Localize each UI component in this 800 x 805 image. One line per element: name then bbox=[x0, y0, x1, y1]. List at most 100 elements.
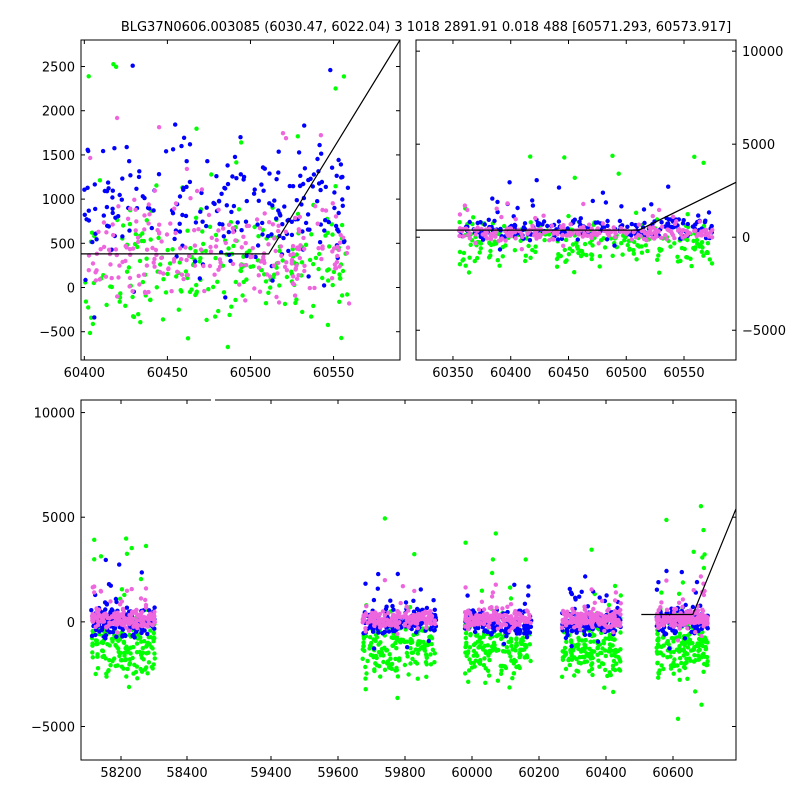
data-point bbox=[173, 230, 178, 236]
data-point bbox=[404, 604, 409, 609]
data-point bbox=[526, 584, 531, 589]
data-point bbox=[505, 609, 510, 615]
data-point bbox=[579, 589, 584, 594]
data-point bbox=[216, 228, 221, 233]
data-point bbox=[606, 607, 611, 612]
data-point bbox=[680, 221, 686, 226]
data-point bbox=[477, 635, 482, 641]
data-point bbox=[578, 617, 584, 623]
data-point bbox=[197, 276, 202, 281]
data-point bbox=[607, 624, 612, 629]
data-point bbox=[654, 228, 659, 233]
data-point bbox=[705, 241, 711, 246]
data-point bbox=[234, 176, 239, 181]
data-point bbox=[683, 602, 688, 608]
data-point bbox=[367, 625, 372, 630]
data-point bbox=[149, 225, 154, 231]
data-point bbox=[318, 133, 324, 138]
data-point bbox=[457, 249, 463, 255]
data-point bbox=[682, 636, 688, 641]
data-point bbox=[424, 662, 429, 667]
data-point bbox=[578, 216, 583, 221]
data-point bbox=[656, 671, 661, 676]
data-point bbox=[293, 215, 298, 221]
data-point bbox=[493, 610, 498, 616]
data-point bbox=[151, 208, 156, 213]
data-point bbox=[146, 289, 151, 295]
data-point bbox=[486, 653, 491, 658]
data-point bbox=[108, 262, 113, 267]
data-point bbox=[575, 244, 580, 249]
data-point bbox=[584, 252, 589, 258]
data-point bbox=[83, 299, 89, 304]
data-point bbox=[569, 657, 575, 662]
data-point bbox=[503, 649, 508, 654]
data-point bbox=[326, 219, 331, 225]
data-point bbox=[510, 676, 515, 681]
data-point bbox=[290, 243, 296, 249]
data-point bbox=[124, 605, 130, 610]
data-point bbox=[95, 641, 100, 646]
data-point bbox=[467, 645, 473, 650]
data-point bbox=[121, 650, 127, 656]
data-point bbox=[680, 580, 686, 585]
data-point bbox=[212, 272, 217, 277]
data-point bbox=[363, 626, 368, 631]
data-point bbox=[111, 232, 116, 238]
data-point bbox=[395, 609, 400, 614]
data-point bbox=[599, 598, 605, 604]
data-point bbox=[549, 223, 555, 229]
data-point bbox=[528, 255, 533, 260]
data-point bbox=[406, 624, 411, 630]
data-point bbox=[363, 687, 368, 692]
data-point bbox=[204, 205, 209, 210]
data-point bbox=[280, 131, 286, 136]
data-point bbox=[269, 232, 274, 237]
data-point bbox=[565, 233, 570, 238]
data-point bbox=[382, 667, 388, 672]
data-point bbox=[664, 578, 669, 583]
data-point bbox=[473, 232, 478, 237]
data-point bbox=[493, 582, 498, 587]
data-point bbox=[113, 614, 118, 619]
data-point bbox=[483, 649, 488, 654]
data-point bbox=[614, 618, 619, 623]
data-point bbox=[645, 233, 651, 238]
data-point bbox=[566, 252, 572, 257]
data-point bbox=[507, 585, 513, 590]
data-point bbox=[486, 673, 492, 678]
data-point bbox=[147, 212, 152, 217]
data-point bbox=[159, 255, 164, 261]
data-point bbox=[142, 628, 147, 633]
data-point bbox=[699, 702, 704, 707]
data-point bbox=[685, 645, 691, 650]
data-point bbox=[290, 184, 296, 189]
data-point bbox=[494, 648, 499, 653]
data-point bbox=[337, 272, 342, 277]
data-point bbox=[685, 676, 690, 681]
data-point bbox=[305, 212, 311, 217]
data-point bbox=[370, 653, 376, 658]
data-point bbox=[94, 268, 99, 273]
data-point bbox=[583, 614, 588, 619]
data-point bbox=[597, 664, 602, 669]
data-point bbox=[595, 618, 600, 624]
data-point bbox=[121, 640, 127, 645]
data-point bbox=[600, 225, 605, 230]
data-point bbox=[576, 637, 582, 643]
data-point bbox=[407, 605, 413, 610]
data-point bbox=[611, 630, 616, 635]
data-point bbox=[573, 616, 578, 621]
data-point bbox=[311, 172, 317, 177]
data-point bbox=[524, 608, 529, 613]
data-point bbox=[89, 230, 95, 235]
data-point bbox=[477, 250, 482, 255]
data-point bbox=[641, 228, 646, 234]
data-point bbox=[216, 267, 221, 272]
data-point bbox=[120, 176, 125, 181]
data-point bbox=[124, 588, 130, 593]
data-point bbox=[704, 654, 710, 660]
data-point bbox=[248, 254, 253, 260]
data-point bbox=[323, 233, 328, 238]
x-tick-label: 60550 bbox=[663, 366, 704, 381]
